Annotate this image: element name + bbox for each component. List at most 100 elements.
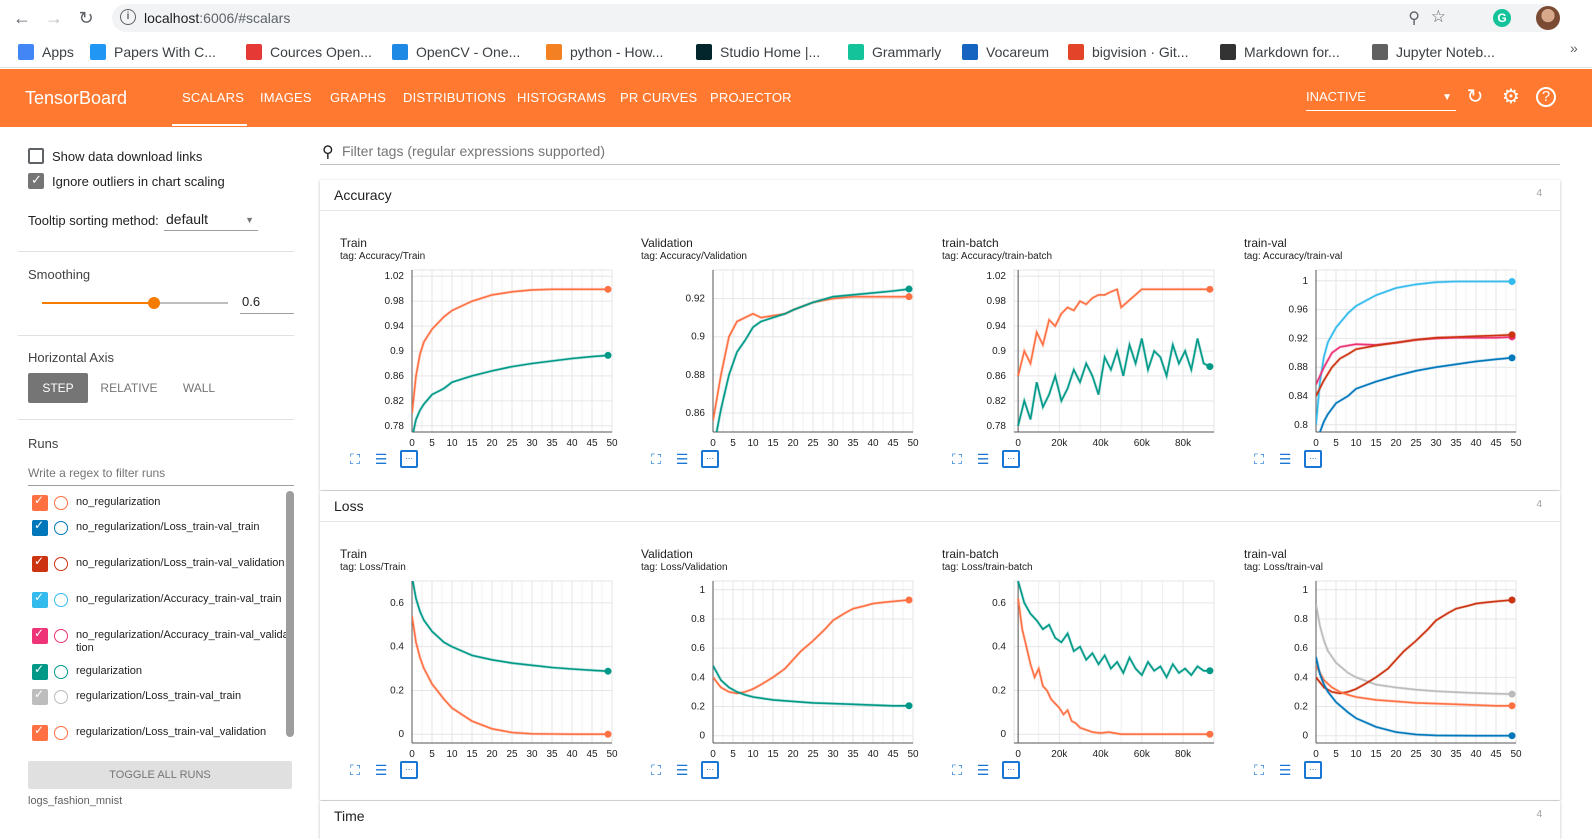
toggle-log-scale-icon[interactable]: ☰ [675, 762, 689, 778]
series-line[interactable] [1316, 656, 1512, 737]
bookmark-item[interactable]: Papers With C... [90, 42, 216, 62]
bookmark-item[interactable]: Vocareum [962, 42, 1049, 62]
tab-scalars[interactable]: SCALARS [182, 90, 245, 105]
run-color-radio[interactable] [54, 629, 68, 643]
fullscreen-expand-icon[interactable]: ⛶ [350, 451, 360, 467]
profile-avatar[interactable] [1536, 6, 1560, 30]
axis-relative-button[interactable]: RELATIVE [100, 381, 158, 395]
line-chart[interactable]: 0 5 10 15 20 25 30 35 40 45 50 0.6 0.4 0.2 0 [322, 575, 622, 759]
fullscreen-expand-icon[interactable]: ⛶ [1254, 451, 1264, 467]
fit-domain-icon[interactable]: ⋯ [400, 761, 418, 779]
help-icon[interactable]: ? [1536, 87, 1556, 107]
series-end-point[interactable] [1206, 667, 1214, 675]
bookmark-item[interactable]: Apps [18, 42, 74, 62]
series-line[interactable] [412, 354, 609, 438]
line-chart[interactable]: 0 5 10 15 20 25 30 35 40 45 50 1 0.96 0.92 0.88 0.84 0.8 [1226, 264, 1526, 448]
url-text[interactable]: localhost:6006/#scalars [144, 10, 290, 26]
bookmark-item[interactable]: OpenCV - One... [392, 42, 520, 62]
run-checkbox[interactable] [32, 493, 48, 511]
toggle-log-scale-icon[interactable]: ☰ [1278, 762, 1292, 778]
back-arrow-icon[interactable]: ← [13, 8, 31, 28]
series-line[interactable] [412, 615, 608, 735]
series-line[interactable] [713, 665, 909, 707]
run-item[interactable]: no_regularization/Loss_train-val_validat… [32, 554, 287, 588]
inactive-dashboards-select[interactable]: INACTIVE ▼ [1306, 89, 1456, 111]
series-end-point[interactable] [1206, 285, 1214, 293]
line-chart[interactable]: 0 20k 40k 60k 80k 0.6 0.4 0.2 0 [924, 575, 1224, 759]
run-color-radio[interactable] [54, 726, 68, 740]
ignore-outliers-checkbox[interactable] [28, 172, 44, 189]
series-end-point[interactable] [604, 351, 612, 359]
series-line[interactable] [713, 599, 910, 695]
series-line[interactable] [1316, 334, 1513, 397]
bookmark-item[interactable]: Markdown for... [1220, 42, 1340, 62]
category-header[interactable]: Time 4 [320, 801, 1560, 832]
toggle-log-scale-icon[interactable]: ☰ [675, 451, 689, 467]
run-checkbox[interactable] [32, 662, 48, 680]
line-chart[interactable]: 0 5 10 15 20 25 30 35 40 45 50 0.92 0.9 0.88 0.86 [623, 264, 923, 448]
runs-filter-input[interactable]: Write a regex to filter runs [28, 464, 294, 486]
tooltip-sorting-select[interactable]: default ▼ [164, 209, 258, 231]
series-end-point[interactable] [1206, 363, 1214, 371]
site-info-icon[interactable]: i [120, 9, 136, 25]
axis-wall-button[interactable]: WALL [182, 381, 216, 395]
run-checkbox[interactable] [32, 626, 48, 644]
runs-scrollbar[interactable] [286, 491, 294, 737]
line-chart[interactable]: 0 5 10 15 20 25 30 35 40 45 50 1.02 0.98 0.94 0.9 0.86 0… [322, 264, 622, 448]
bookmark-item[interactable]: Grammarly [848, 42, 941, 62]
series-end-point[interactable] [604, 285, 612, 293]
series-line[interactable] [1017, 288, 1210, 377]
bookmark-item[interactable]: Cources Open... [246, 42, 372, 62]
fullscreen-expand-icon[interactable]: ⛶ [952, 451, 962, 467]
series-line[interactable] [713, 288, 910, 448]
series-end-point[interactable] [1508, 354, 1516, 362]
series-end-point[interactable] [1508, 690, 1516, 698]
run-item[interactable]: no_regularization/Accuracy_train-val_tra… [32, 590, 287, 624]
bookmark-star-icon[interactable]: ☆ [1430, 7, 1446, 26]
series-end-point[interactable] [1508, 596, 1516, 604]
bookmark-item[interactable]: bigvision · Git... [1068, 42, 1188, 62]
run-color-radio[interactable] [54, 593, 68, 607]
series-line[interactable] [1316, 599, 1513, 695]
fullscreen-expand-icon[interactable]: ⛶ [350, 762, 360, 778]
fullscreen-expand-icon[interactable]: ⛶ [651, 762, 661, 778]
axis-step-button[interactable]: STEP [28, 373, 88, 403]
fit-domain-icon[interactable]: ⋯ [1002, 761, 1020, 779]
tab-graphs[interactable]: GRAPHS [330, 90, 387, 105]
toggle-all-runs-button[interactable]: TOGGLE ALL RUNS [28, 761, 292, 789]
series-end-point[interactable] [905, 596, 913, 604]
toggle-log-scale-icon[interactable]: ☰ [374, 451, 388, 467]
smoothing-value-input[interactable]: 0.6 [240, 294, 294, 314]
run-item[interactable]: no_regularization/Accuracy_train-val_val… [32, 626, 289, 660]
zoom-icon[interactable]: ⚲ [1408, 10, 1420, 27]
series-line[interactable] [412, 288, 608, 414]
series-line[interactable] [1017, 598, 1210, 735]
category-header[interactable]: Accuracy 4 [320, 180, 1560, 211]
run-item[interactable]: regularization/Loss_train-val_train [32, 687, 287, 721]
series-end-point[interactable] [1508, 702, 1516, 710]
run-color-radio[interactable] [54, 496, 68, 510]
series-line[interactable] [1316, 280, 1512, 425]
run-item[interactable]: no_regularization [32, 493, 287, 514]
line-chart[interactable]: 0 5 10 15 20 25 30 35 40 45 50 1 0.8 0.6 0.4 0.2 0 [623, 575, 923, 759]
series-line[interactable] [412, 577, 609, 672]
category-header[interactable]: Loss 4 [320, 491, 1560, 522]
run-checkbox[interactable] [32, 723, 48, 741]
toggle-log-scale-icon[interactable]: ☰ [374, 762, 388, 778]
run-checkbox[interactable] [32, 554, 48, 572]
run-item[interactable]: no_regularization/Loss_train-val_train [32, 518, 287, 552]
address-bar[interactable]: i localhost:6006/#scalars ⚲ ☆ [112, 4, 1556, 32]
bookmark-item[interactable]: Studio Home |... [696, 42, 820, 62]
series-line[interactable] [1017, 581, 1210, 680]
run-color-radio[interactable] [54, 521, 68, 535]
series-end-point[interactable] [604, 667, 612, 675]
reload-icon[interactable]: ↻ [78, 8, 94, 28]
fullscreen-expand-icon[interactable]: ⛶ [952, 762, 962, 778]
toggle-log-scale-icon[interactable]: ☰ [976, 762, 990, 778]
tag-filter-input[interactable]: ⚲ Filter tags (regular expressions suppo… [320, 140, 1560, 165]
fullscreen-expand-icon[interactable]: ⛶ [651, 451, 661, 467]
show-download-links-checkbox[interactable] [28, 148, 44, 164]
fit-domain-icon[interactable]: ⋯ [701, 761, 719, 779]
series-line[interactable] [713, 295, 909, 421]
fullscreen-expand-icon[interactable]: ⛶ [1254, 762, 1264, 778]
